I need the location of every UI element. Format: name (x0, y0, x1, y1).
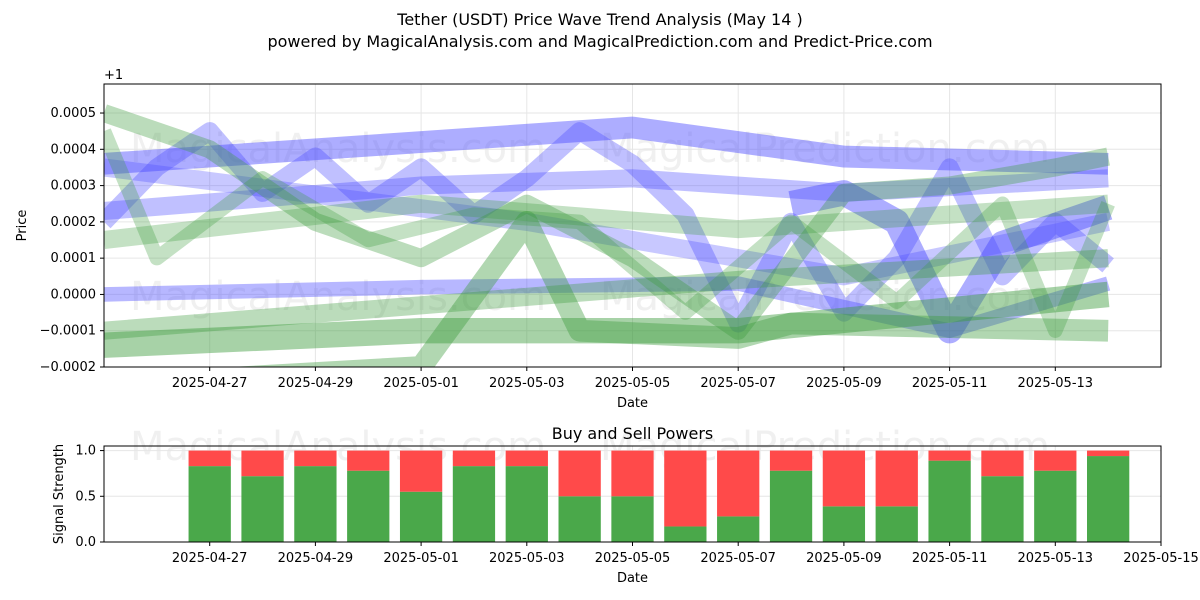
sell-bar (664, 450, 707, 527)
x-tick-label: 2025-05-03 (489, 376, 565, 391)
x-tick-label: 2025-04-27 (172, 376, 248, 391)
y-tick-label: 0.0000 (51, 287, 97, 302)
blue-wave-band (104, 116, 1109, 175)
watermark-text: MagicalAnalysis.com (130, 274, 546, 320)
buy-bar (452, 466, 496, 542)
x-tick-label: 2025-05-11 (912, 551, 988, 566)
sell-bar (347, 450, 390, 471)
sell-bar (717, 450, 760, 517)
blue-wave-band (104, 169, 1109, 221)
buy-bar (505, 466, 548, 542)
x-tick-label: 2025-05-09 (806, 376, 882, 391)
y-tick-label: 0.0005 (51, 106, 97, 121)
bar-chart-title: Buy and Sell Powers (552, 424, 714, 443)
buy-bar (717, 516, 760, 542)
chart-subtitle: powered by MagicalAnalysis.com and Magic… (267, 32, 933, 51)
blue-wave-band (104, 158, 1110, 286)
buy-bar (241, 476, 284, 542)
y-tick-label: 0.5 (75, 489, 96, 504)
x-tick-label: 2025-05-05 (595, 376, 671, 391)
buy-bar (769, 470, 813, 542)
y-axis-label: Signal Strength (52, 444, 67, 544)
price-plot: −0.0002 −0.0001 0.0000 0.0001 0.0002 0.0003 0.… (15, 68, 1162, 411)
sell-bar (769, 450, 813, 471)
x-axis-label: Date (617, 396, 648, 411)
watermark-layer: MagicalAnalysis.com MagicalPrediction.com… (130, 126, 1050, 470)
y-tick-label: −0.0002 (40, 360, 96, 375)
sell-bar (928, 450, 971, 461)
sell-bar (558, 450, 601, 497)
blue-wave-band (104, 122, 1114, 333)
sell-bar (452, 450, 496, 467)
green-wave-band (104, 281, 1110, 358)
y-tick-label: 0.0002 (51, 215, 97, 230)
y-tick-label: −0.0001 (40, 324, 96, 339)
x-tick-label: 2025-05-01 (383, 376, 459, 391)
x-tick-label: 2025-05-13 (1018, 376, 1094, 391)
green-wave-band (104, 104, 1110, 340)
green-wave-band (230, 210, 1109, 367)
x-axis-label: Date (617, 571, 648, 586)
sell-bar (399, 450, 443, 492)
buy-bar (611, 496, 654, 542)
y-axis-label: Price (15, 210, 30, 242)
buy-bar (188, 466, 231, 542)
sell-bar (822, 450, 866, 507)
sell-bar (188, 450, 231, 467)
sell-bar (241, 450, 284, 477)
x-tick-label: 2025-04-29 (278, 376, 354, 391)
watermark-text: MagicalPrediction.com (600, 274, 1050, 320)
x-tick-label: 2025-05-11 (912, 376, 988, 391)
x-tick-label: 2025-04-29 (278, 551, 354, 566)
x-tick-label: 2025-05-13 (1018, 551, 1094, 566)
buy-bar (347, 470, 390, 542)
buy-bar (399, 491, 443, 542)
blue-wave-band (788, 180, 1113, 344)
sell-bar (1087, 450, 1130, 457)
sell-bar (875, 450, 918, 507)
buy-bar (875, 506, 918, 542)
green-wave-band (104, 249, 1109, 340)
x-tick-label: 2025-05-01 (383, 551, 459, 566)
x-tick-label: 2025-05-09 (806, 551, 882, 566)
x-tick-label: 2025-05-03 (489, 551, 565, 566)
buy-bar (294, 466, 337, 542)
buy-bar (664, 526, 707, 542)
wave-series-group (104, 104, 1115, 367)
chart-title: Tether (USDT) Price Wave Trend Analysis … (397, 10, 803, 29)
green-wave-band (104, 194, 1109, 250)
x-tick-label: 2025-04-27 (172, 551, 248, 566)
blue-wave-band (104, 276, 1111, 338)
y-tick-label: 0.0003 (51, 179, 97, 194)
buy-bar (558, 496, 601, 542)
signal-plot: 0.0 0.5 1.0 2025-04-27 2025-04-29 2025-05-01 2… (52, 424, 1199, 586)
buy-bar (1087, 456, 1130, 542)
x-tick-label: 2025-05-07 (700, 376, 776, 391)
y-tick-label: 0.0 (75, 535, 96, 550)
sell-bar (294, 450, 337, 467)
sell-bar (1034, 450, 1077, 471)
buy-bar (928, 460, 971, 542)
y-offset-label: +1 (104, 68, 123, 83)
sell-bar (981, 450, 1024, 477)
buy-bar (1034, 470, 1077, 542)
x-tick-label: 2025-05-05 (595, 551, 671, 566)
buy-bar (822, 506, 866, 542)
buy-bar (981, 476, 1024, 542)
y-tick-label: 0.0004 (51, 142, 97, 157)
x-tick-label: 2025-05-15 (1123, 551, 1199, 566)
sell-bar (611, 450, 654, 497)
green-wave-band (104, 128, 1115, 338)
sell-bar (505, 450, 548, 467)
y-tick-label: 1.0 (75, 444, 96, 459)
x-tick-label: 2025-05-07 (700, 551, 776, 566)
y-tick-label: 0.0001 (51, 251, 97, 266)
